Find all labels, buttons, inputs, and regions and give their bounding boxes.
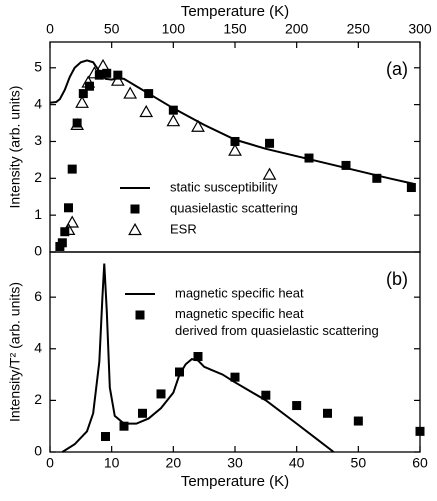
square-marker xyxy=(84,81,94,91)
square-marker xyxy=(230,136,240,146)
triangle-marker xyxy=(123,86,138,99)
square-marker xyxy=(67,164,77,174)
x-axis-label: Temperature (K) xyxy=(181,473,289,490)
square-marker xyxy=(78,89,88,99)
data-line xyxy=(49,59,415,185)
square-marker xyxy=(323,408,332,418)
x-tick-label: 300 xyxy=(408,21,432,37)
square-marker xyxy=(119,421,129,431)
legend-label: ESR xyxy=(170,221,197,236)
square-marker xyxy=(292,401,302,411)
triangle-marker xyxy=(87,66,102,79)
x-tick-label: 50 xyxy=(104,21,120,37)
y-axis-label: Intensity (arb. units) xyxy=(7,86,23,209)
square-marker xyxy=(101,432,110,442)
square-marker xyxy=(230,372,240,382)
square-marker xyxy=(406,183,416,193)
square-marker xyxy=(372,173,382,183)
y-tick-label: 6 xyxy=(34,288,42,304)
y-tick-label: 0 xyxy=(34,443,42,459)
x-tick-label: 100 xyxy=(162,21,186,37)
x-tick-label: 200 xyxy=(285,21,309,37)
y-tick-label: 4 xyxy=(34,95,42,111)
square-marker xyxy=(135,310,145,320)
y-tick-label: 4 xyxy=(34,339,42,355)
y-tick-label: 3 xyxy=(34,132,42,148)
triangle-marker xyxy=(61,222,76,235)
x-tick-label: 10 xyxy=(104,455,120,471)
triangle-marker xyxy=(65,215,80,228)
square-marker xyxy=(261,390,271,400)
x-axis-label: Temperature (K) xyxy=(181,3,289,20)
x-tick-label: 20 xyxy=(166,455,182,471)
x-tick-label: 0 xyxy=(46,455,54,471)
legend-label: magnetic specific heat xyxy=(175,285,304,300)
square-marker xyxy=(72,118,82,128)
square-marker xyxy=(130,204,140,214)
triangle-marker xyxy=(96,58,110,72)
triangle-marker xyxy=(139,104,154,118)
square-marker xyxy=(138,408,147,418)
y-tick-label: 2 xyxy=(34,169,42,185)
triangle-marker xyxy=(191,119,205,132)
y-tick-label: 1 xyxy=(34,206,42,222)
triangle-marker xyxy=(81,75,96,88)
panel-label: (a) xyxy=(386,59,408,79)
legend-label: static susceptibility xyxy=(170,179,278,194)
x-tick-label: 250 xyxy=(347,21,371,37)
triangle-marker xyxy=(128,222,142,236)
square-marker xyxy=(102,68,112,78)
square-marker xyxy=(168,105,178,115)
square-marker xyxy=(341,160,351,170)
triangle-marker xyxy=(110,73,125,86)
triangle-marker xyxy=(262,167,277,180)
square-marker xyxy=(193,352,203,362)
square-marker xyxy=(353,416,363,426)
square-marker xyxy=(57,238,67,248)
square-marker xyxy=(415,426,425,436)
square-marker xyxy=(304,153,314,163)
x-tick-label: 150 xyxy=(223,21,247,37)
triangle-marker xyxy=(70,117,85,130)
square-marker xyxy=(156,389,166,399)
x-tick-label: 30 xyxy=(227,455,243,471)
panel-label: (b) xyxy=(386,269,408,289)
x-tick-label: 0 xyxy=(46,21,54,37)
x-tick-label: 50 xyxy=(351,455,367,471)
x-tick-label: 60 xyxy=(412,455,428,471)
triangle-marker xyxy=(75,95,89,108)
y-axis-label: Intensity/T² (arb. units) xyxy=(7,282,23,422)
y-tick-label: 0 xyxy=(34,243,42,259)
legend-label-line: derived from quasielastic scattering xyxy=(175,323,379,338)
legend-label: quasielastic scattering xyxy=(170,200,298,215)
legend-label: magnetic specific heat derived from quasi… xyxy=(175,306,379,338)
legend-label-line: magnetic specific heat xyxy=(175,306,304,321)
square-marker xyxy=(144,89,154,99)
triangle-marker xyxy=(166,114,181,127)
square-marker xyxy=(265,138,275,148)
triangle-marker xyxy=(228,143,242,156)
x-tick-label: 40 xyxy=(289,455,305,471)
square-marker xyxy=(175,367,184,377)
y-tick-label: 2 xyxy=(34,391,42,407)
square-marker xyxy=(64,203,73,213)
y-tick-label: 5 xyxy=(34,58,42,74)
